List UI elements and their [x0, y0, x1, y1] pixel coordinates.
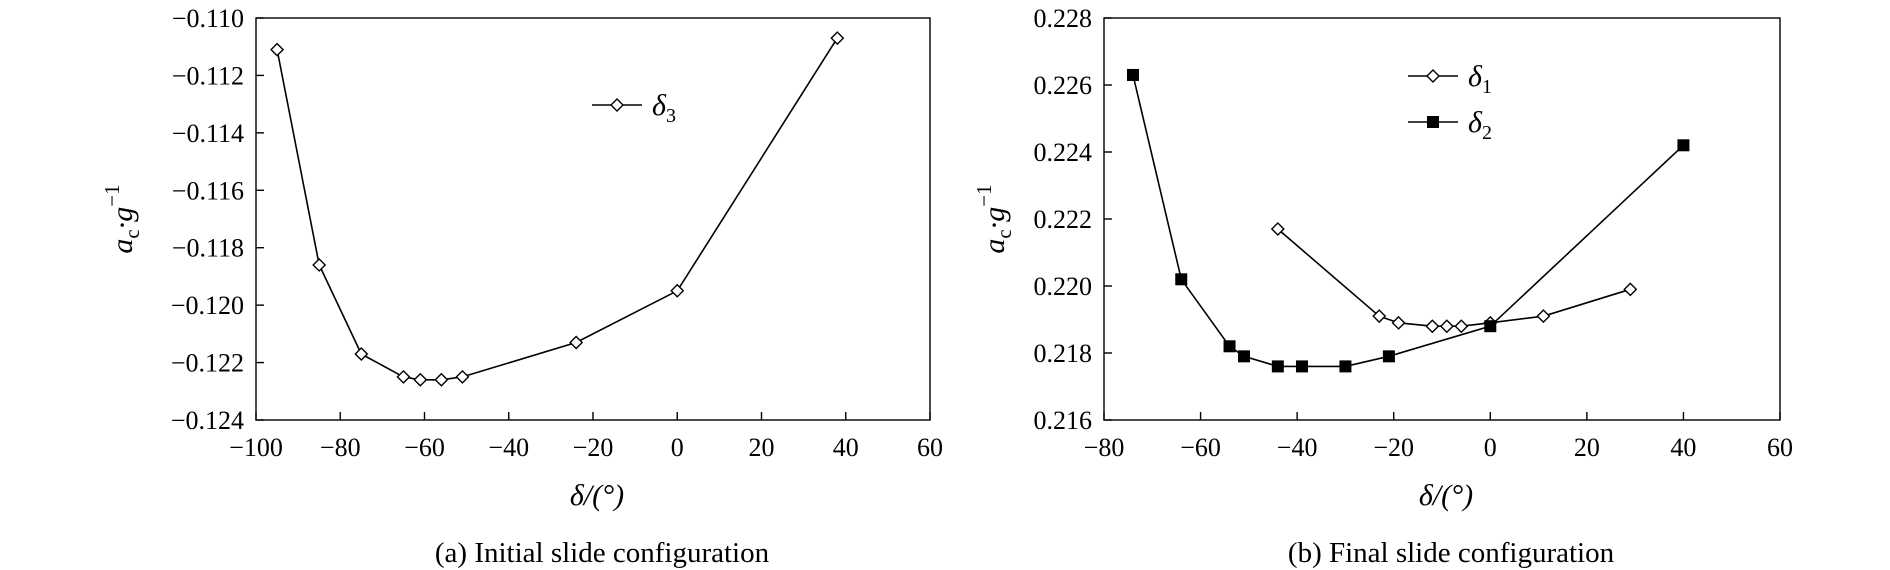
y-tick-label: −0.120	[171, 291, 244, 320]
x-tick-label: 60	[1767, 433, 1793, 462]
y-tick-label: 0.224	[1034, 138, 1093, 167]
y-tick-label: 0.218	[1034, 339, 1093, 368]
data-point	[1126, 68, 1139, 81]
data-point	[1270, 222, 1285, 237]
x-tick-label: −20	[1373, 433, 1414, 462]
data-point	[312, 257, 327, 272]
y-axis-label: ac·g−1	[100, 184, 144, 253]
data-point	[1439, 319, 1454, 334]
legend-label: δ1	[1468, 60, 1492, 98]
legend-label: δ3	[652, 89, 676, 127]
panel-caption: (a) Initial slide configuration	[435, 537, 770, 569]
data-point	[1484, 320, 1497, 333]
legend-label-base: δ	[652, 89, 667, 122]
x-tick-label: 0	[1484, 433, 1497, 462]
y-tick-label: −0.124	[171, 406, 244, 435]
y-label-base: a	[978, 239, 1011, 254]
data-point	[1372, 309, 1387, 324]
data-point	[434, 372, 449, 387]
legend-entry-δ1: δ1	[1408, 60, 1492, 98]
series-line	[1132, 74, 1684, 368]
x-tick-label: −80	[320, 433, 361, 462]
y-label-base: a	[106, 239, 139, 254]
x-tick-label: −100	[229, 433, 283, 462]
data-point	[1623, 282, 1638, 297]
x-tick-label: 20	[749, 433, 775, 462]
series-δ1	[1270, 222, 1638, 334]
x-tick-label: 20	[1574, 433, 1600, 462]
legend-entry-δ3: δ3	[592, 89, 676, 127]
x-tick-label: −60	[1180, 433, 1221, 462]
series-line	[276, 37, 838, 381]
data-point	[1382, 350, 1395, 363]
data-point	[1425, 319, 1440, 334]
legend-label-subscript: 1	[1482, 76, 1492, 98]
y-tick-label: −0.122	[171, 349, 244, 378]
x-tick-label: −40	[1277, 433, 1318, 462]
data-point	[1175, 273, 1188, 286]
legend-marker	[610, 98, 624, 112]
y-label-superscript: −1	[100, 184, 124, 206]
series-δ2	[1126, 68, 1690, 373]
y-label-superscript: −1	[972, 184, 996, 206]
x-tick-label: 0	[671, 433, 684, 462]
legend-label-subscript: 2	[1482, 122, 1492, 144]
y-tick-label: 0.220	[1034, 272, 1093, 301]
x-tick-label: 60	[917, 433, 943, 462]
x-axis-label: δ/(°)	[1419, 479, 1473, 512]
data-point	[1339, 360, 1352, 373]
data-point	[1238, 350, 1251, 363]
y-tick-label: −0.112	[172, 61, 244, 90]
data-point	[1677, 139, 1690, 152]
data-point	[413, 372, 428, 387]
y-tick-label: 0.226	[1034, 71, 1093, 100]
legend-label: δ2	[1468, 106, 1492, 144]
x-tick-label: −80	[1084, 433, 1125, 462]
legend-marker	[1427, 116, 1439, 128]
data-point	[1271, 360, 1284, 373]
y-tick-label: −0.118	[172, 234, 244, 263]
data-point	[455, 369, 470, 384]
legend-entry-δ2: δ2	[1408, 106, 1492, 144]
legend-label-base: δ	[1468, 60, 1483, 93]
plot-frame	[1103, 17, 1781, 421]
data-point	[1536, 309, 1551, 324]
y-label-middle: ·g	[106, 207, 139, 230]
data-point	[396, 369, 411, 384]
data-point	[1391, 315, 1406, 330]
y-label-subscript: c	[992, 229, 1016, 238]
data-point	[1295, 360, 1308, 373]
data-point	[670, 283, 685, 298]
data-point	[1223, 340, 1236, 353]
y-tick-label: −0.116	[172, 176, 244, 205]
x-tick-label: 40	[1670, 433, 1696, 462]
y-tick-label: −0.110	[172, 4, 244, 33]
data-point	[1454, 319, 1469, 334]
legend-label-base: δ	[1468, 106, 1483, 139]
series-δ3	[270, 31, 845, 387]
legend-marker	[1426, 69, 1440, 83]
x-tick-label: −60	[404, 433, 445, 462]
data-point	[354, 346, 369, 361]
panel-caption: (b) Final slide configuration	[1288, 537, 1615, 569]
y-tick-label: 0.222	[1034, 205, 1093, 234]
chart-panel-b: −80 −60 −40 −20 0 20 40 60 0.216 0.218 0.220 0.222 0…	[972, 4, 1793, 569]
y-label-subscript: c	[120, 229, 144, 238]
chart-panel-a: −100 −80 −60 −40 −20 0 20 40 60 −0.124 −0.122 −0.12…	[100, 4, 943, 569]
y-tick-label: 0.216	[1034, 406, 1093, 435]
x-tick-label: −20	[573, 433, 614, 462]
data-point	[830, 31, 845, 46]
y-label-middle: ·g	[978, 207, 1011, 230]
y-tick-label: −0.114	[172, 119, 244, 148]
data-point	[569, 335, 584, 350]
plot-frame	[255, 17, 931, 421]
x-tick-label: 40	[833, 433, 859, 462]
x-tick-label: −40	[488, 433, 529, 462]
y-axis-label: ac·g−1	[972, 184, 1016, 253]
legend-label-subscript: 3	[666, 105, 676, 127]
y-tick-label: 0.228	[1034, 4, 1093, 33]
x-axis-label: δ/(°)	[570, 479, 624, 512]
data-point	[270, 42, 285, 57]
